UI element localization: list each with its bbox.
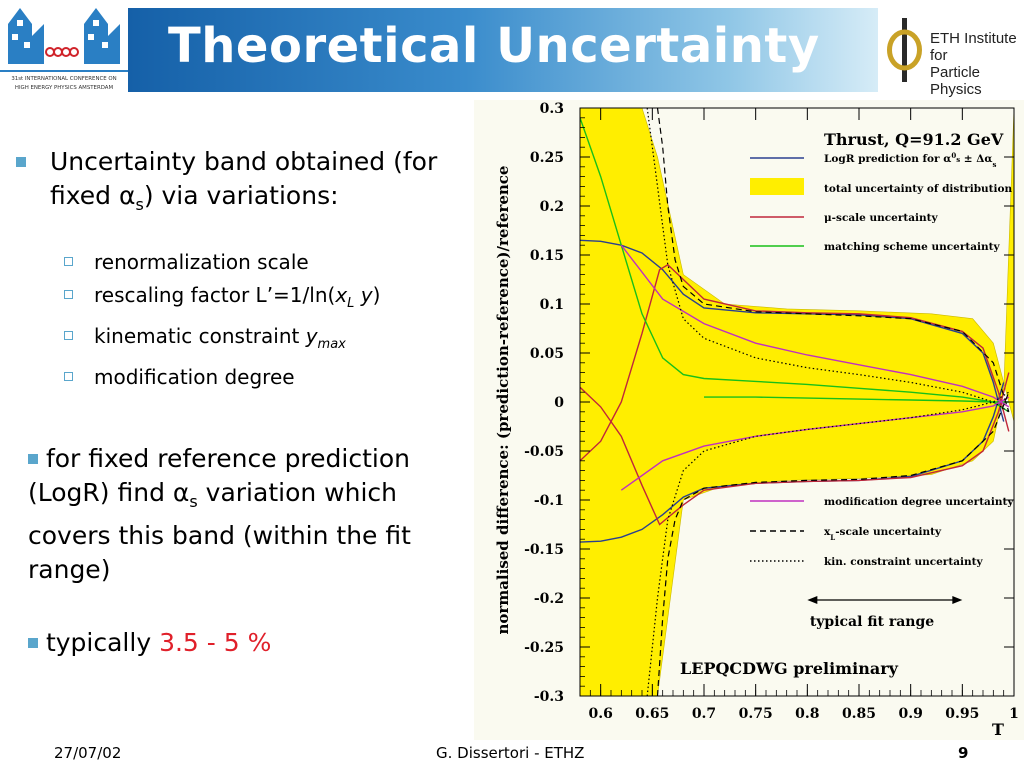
x-tick-label: 0.6 bbox=[588, 706, 612, 722]
x-tick-label: 1 bbox=[1009, 706, 1019, 722]
chart-title: Thrust, Q=91.2 GeV bbox=[824, 130, 1004, 149]
y-axis-label: normalised difference: (prediction-refer… bbox=[494, 166, 512, 635]
x-axis-label: T bbox=[992, 720, 1004, 739]
bullet-square-icon bbox=[28, 454, 38, 464]
y-tick-label: 0.3 bbox=[540, 101, 564, 117]
hollow-square-icon bbox=[64, 290, 73, 299]
y-tick-label: 0.05 bbox=[530, 346, 564, 362]
hollow-square-icon bbox=[64, 372, 73, 381]
bullet2-text-b: variation which covers this band (within… bbox=[28, 478, 411, 584]
page-title: Theoretical Uncertainty bbox=[168, 18, 820, 74]
logo-left-line1: 31st INTERNATIONAL CONFERENCE ON bbox=[11, 76, 116, 82]
legend-label-total: total uncertainty of distribution bbox=[824, 183, 1013, 195]
logo-left-line2: HIGH ENERGY PHYSICS AMSTERDAM bbox=[15, 85, 114, 91]
series-line-10 bbox=[646, 108, 1010, 413]
sub-bullet-renormalization: renormalization scale bbox=[64, 246, 380, 279]
eth-logo: ETH Institute for Particle Physics bbox=[884, 8, 1024, 98]
y-tick-label: -0.15 bbox=[524, 542, 564, 558]
legend-label-logr: LogR prediction for α0s ± Δαs bbox=[824, 151, 996, 169]
legend-label-kin: kin. constraint uncertainty bbox=[824, 556, 983, 568]
y-tick-label: 0.15 bbox=[530, 248, 564, 264]
x-tick-label: 0.9 bbox=[898, 706, 922, 722]
bullet1-text-a: Uncertainty band obtained (for fixed bbox=[50, 147, 438, 210]
hollow-square-icon bbox=[64, 257, 73, 266]
phi-logo-icon bbox=[887, 18, 922, 82]
x-tick-label: 0.8 bbox=[795, 706, 819, 722]
series-line-11 bbox=[646, 391, 1010, 696]
series-line-2 bbox=[580, 263, 1010, 462]
legend-label-xl: xL-scale uncertainty bbox=[824, 526, 942, 542]
series-line-9 bbox=[656, 391, 1010, 696]
series-line-3 bbox=[580, 372, 1010, 526]
conference-logo: 31st INTERNATIONAL CONFERENCE ON HIGH EN… bbox=[0, 0, 128, 96]
y-tick-label: -0.3 bbox=[534, 689, 564, 705]
legend-label-mu: μ-scale uncertainty bbox=[824, 212, 938, 224]
total-uncertainty-band bbox=[580, 108, 1014, 696]
x-tick-label: 0.65 bbox=[635, 706, 669, 722]
y-tick-label: 0 bbox=[554, 395, 564, 411]
highlight-percentage: 3.5 - 5 % bbox=[159, 628, 272, 657]
series-line-0 bbox=[580, 239, 1005, 422]
bullet-square-icon bbox=[16, 157, 26, 167]
series-line-5 bbox=[704, 396, 1009, 403]
series-line-6 bbox=[620, 244, 1010, 408]
x-tick-label: 0.75 bbox=[739, 706, 773, 722]
bullet-fixed-reference: for fixed reference prediction (LogR) fi… bbox=[28, 442, 473, 587]
y-tick-label: -0.25 bbox=[524, 640, 564, 656]
fit-range-arrow bbox=[807, 596, 963, 604]
eth-logo-line2: Particle Physics bbox=[930, 64, 982, 98]
alpha-symbol: α bbox=[118, 181, 136, 210]
series-line-4 bbox=[580, 117, 1010, 413]
sub-bullet-rescaling: rescaling factor L’=1/ln(xL y) bbox=[64, 279, 380, 320]
hollow-square-icon bbox=[64, 331, 73, 340]
sub-bullet-modification: modification degree bbox=[64, 361, 380, 394]
bullet2-text-a: for fixed reference prediction (LogR) fi… bbox=[28, 444, 410, 507]
footer-author: G. Dissertori - ETHZ bbox=[436, 744, 585, 762]
sub-bullet-list: renormalization scale rescaling factor L… bbox=[64, 246, 380, 394]
y-tick-label: -0.05 bbox=[524, 444, 564, 460]
legend-bottom: modification degree uncertainty xL-scale… bbox=[750, 496, 1014, 568]
x-tick-label: 0.7 bbox=[692, 706, 716, 722]
bullet3-text: typically bbox=[45, 628, 160, 657]
bullet-square-icon bbox=[28, 638, 38, 648]
conference-logo-graphic: 31st INTERNATIONAL CONFERENCE ON HIGH EN… bbox=[0, 0, 128, 96]
legend-label-modification: modification degree uncertainty bbox=[824, 496, 1014, 508]
legend-label-matching: matching scheme uncertainty bbox=[824, 241, 1000, 253]
fit-range-label: typical fit range bbox=[810, 614, 934, 630]
x-tick-label: 0.85 bbox=[842, 706, 876, 722]
preliminary-watermark: LEPQCDWG preliminary bbox=[680, 659, 899, 678]
bullet-typically: typically 3.5 - 5 % bbox=[28, 626, 473, 660]
series-line-8 bbox=[656, 108, 1010, 412]
legend-top: LogR prediction for α0s ± Δαs total unce… bbox=[750, 151, 1013, 253]
eth-logo-line1: ETH Institute for bbox=[930, 30, 1017, 64]
chart-svg: 0.3 0.25 0.2 0.15 0.1 0.05 0 -0.05 -0.1 -0.15 -0.2… bbox=[474, 100, 1024, 740]
legend-swatch-total bbox=[750, 178, 804, 195]
y-tick-label: 0.25 bbox=[530, 150, 564, 166]
sub-bullet-kinematic: kinematic constraint ymax bbox=[64, 320, 380, 361]
alpha-subscript: s bbox=[189, 492, 198, 511]
y-tick-label: 0.2 bbox=[540, 199, 564, 215]
bullet1-text-b: ) via variations: bbox=[143, 181, 339, 210]
alpha-subscript: s bbox=[135, 195, 144, 214]
y-tick-label: -0.2 bbox=[534, 591, 564, 607]
uncertainty-chart: 0.3 0.25 0.2 0.15 0.1 0.05 0 -0.05 -0.1 -0.15 -0.2… bbox=[474, 100, 1024, 740]
page-number: 9 bbox=[958, 744, 969, 762]
x-tick-label: 0.95 bbox=[945, 706, 979, 722]
footer-date: 27/07/02 bbox=[54, 744, 122, 762]
alpha-symbol: α bbox=[172, 478, 190, 507]
title-banner: Theoretical Uncertainty bbox=[128, 8, 878, 92]
y-tick-label: 0.1 bbox=[540, 297, 564, 313]
y-tick-label: -0.1 bbox=[534, 493, 564, 509]
